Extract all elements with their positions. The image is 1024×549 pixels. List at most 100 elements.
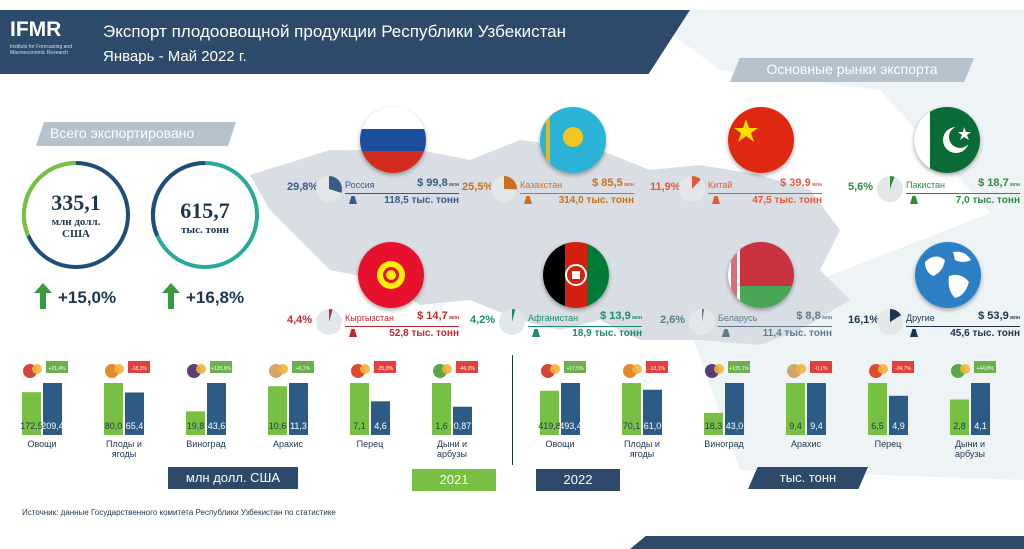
market-divider — [528, 326, 642, 327]
page-title: Экспорт плодоовощной продукции Республик… — [103, 22, 567, 41]
flag-russia-icon — [360, 107, 426, 173]
category-label: Плоды и — [624, 439, 660, 449]
usd-total-value: 335,1 — [51, 190, 101, 215]
bar-2022 — [807, 383, 826, 435]
bar-2021-label: 172,5 — [20, 421, 43, 431]
market-usd-unit: млн — [630, 315, 642, 321]
market-usd-unit: млн — [810, 182, 822, 188]
category-label: арбузы — [437, 449, 467, 459]
market-name: Россия — [345, 180, 375, 190]
change-badge — [456, 361, 478, 373]
flag-belarus-icon — [728, 242, 794, 308]
product-icon-accent — [878, 364, 888, 374]
bar-2022-label: 4,9 — [892, 421, 905, 431]
market-usd-value: $ 13,9 — [600, 310, 631, 322]
change-badge-label: +44,8% — [976, 366, 994, 372]
bar-2022 — [643, 389, 662, 435]
bar-2021 — [622, 383, 641, 435]
bar-2022 — [371, 401, 390, 435]
market-usd-value: $ 53,9 — [978, 310, 1009, 322]
bar-2022 — [453, 406, 472, 435]
tonnes-total: 615,7 тыс. тонн — [155, 165, 255, 265]
market-usd-value: $ 18,7 — [978, 177, 1009, 189]
bar-2021 — [540, 390, 559, 435]
market-tonnes: 52,8 тыс. тонн — [389, 328, 459, 339]
bar-2021-label: 70,1 — [623, 421, 641, 431]
market-usd: $ 53,9 млн — [948, 310, 1020, 322]
flag-kyrgyzstan-icon — [358, 242, 424, 308]
market-name: Другие — [906, 313, 935, 323]
market-name: Беларусь — [718, 313, 758, 323]
market-usd: $ 13,9 млн — [570, 310, 642, 322]
weight-icon — [349, 196, 357, 204]
change-badge — [46, 361, 68, 373]
change-badge — [292, 361, 314, 373]
bar-2021 — [22, 392, 41, 435]
change-badge — [728, 361, 750, 373]
bar-2021 — [268, 386, 287, 435]
flag-kazakhstan-icon — [540, 107, 606, 173]
market-tonnes: 118,5 тыс. тонн — [384, 195, 459, 206]
market-share-slice — [702, 309, 705, 322]
market-share-slice — [329, 176, 342, 193]
market-divider — [718, 326, 832, 327]
bar-2021 — [704, 412, 723, 435]
market-share: 2,6% — [660, 314, 686, 326]
tonnes-growth: +16,8% — [186, 288, 245, 307]
change-badge — [892, 361, 914, 373]
market-name: Афганистан — [528, 313, 579, 323]
product-icon-accent — [442, 364, 452, 374]
market-usd: $ 99,8 млн — [387, 177, 459, 189]
tonnes-total-unit: тыс. тонн — [181, 224, 229, 236]
bar-2022-label: 209,4 — [41, 421, 64, 431]
flag-pakistan-icon — [914, 107, 980, 173]
category-label: Плоды и — [106, 439, 142, 449]
market-name: Пакистан — [906, 180, 945, 190]
market-tonnes: 314,0 тыс. тонн — [558, 195, 634, 206]
market-usd-unit: млн — [820, 315, 832, 321]
market-share: 16,1% — [848, 314, 880, 326]
change-badge-label: -18,3% — [131, 366, 147, 372]
change-badge — [210, 361, 232, 373]
market-tonnes: 45,6 тыс. тонн — [950, 328, 1020, 339]
market-share-pie — [491, 176, 517, 202]
market-share-slice — [890, 309, 902, 322]
product-icon-accent — [360, 364, 370, 374]
category-label: арбузы — [955, 449, 985, 459]
market-usd-unit: млн — [622, 182, 634, 188]
header-band — [0, 10, 690, 74]
usd-unit-tag: млн долл. США — [168, 467, 298, 489]
bar-2021-label: 2,8 — [953, 421, 966, 431]
tonnes-growth-up-arrow-icon — [162, 283, 180, 309]
market-divider — [906, 193, 1020, 194]
weight-icon — [910, 196, 918, 204]
market-share: 4,2% — [470, 314, 496, 326]
category-label: ягоды — [630, 449, 655, 459]
market-share-pie — [689, 309, 715, 335]
market-share-slice — [890, 176, 895, 189]
bar-2022-label: 43,0 — [726, 421, 744, 431]
bar-2021-label: 9,4 — [789, 421, 802, 431]
change-badge — [564, 361, 586, 373]
category-label: Перец — [357, 439, 384, 449]
bar-2021 — [868, 383, 887, 435]
category-label: Виноград — [186, 439, 226, 449]
change-badge-label: -13,1% — [649, 366, 665, 372]
change-badge — [810, 361, 832, 373]
bar-2021-label: 7,1 — [353, 421, 366, 431]
flag-globe-icon — [915, 242, 981, 308]
chart-divider — [512, 355, 513, 465]
market-usd-value: $ 39,9 — [780, 177, 811, 189]
weight-icon — [349, 329, 357, 337]
legend-2022: 2022 — [536, 469, 620, 491]
ifmr-logo: IFMR Institute for Forecasting and Macro… — [10, 18, 90, 70]
change-badge-label: +135,1% — [729, 366, 749, 372]
bar-2022-label: 61,0 — [644, 421, 662, 431]
bar-2022-label: 65,4 — [126, 421, 144, 431]
market-divider — [345, 326, 459, 327]
bar-2021-label: 19,8 — [187, 421, 205, 431]
market-share: 4,4% — [287, 314, 313, 326]
bar-2021-label: 10,6 — [269, 421, 287, 431]
logo-subtitle: Institute for Forecasting and Macroecono… — [10, 44, 72, 56]
